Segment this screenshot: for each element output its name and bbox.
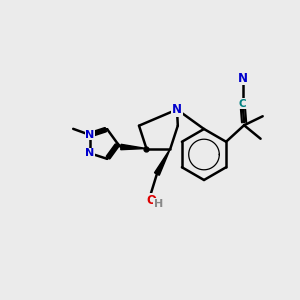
Text: N: N (85, 148, 94, 158)
Text: C: C (239, 99, 246, 109)
Polygon shape (154, 148, 170, 175)
Text: N: N (85, 130, 94, 140)
Text: O: O (146, 194, 156, 207)
Text: H: H (154, 199, 163, 209)
Text: N: N (172, 103, 182, 116)
Polygon shape (121, 144, 146, 150)
Text: N: N (238, 72, 248, 85)
